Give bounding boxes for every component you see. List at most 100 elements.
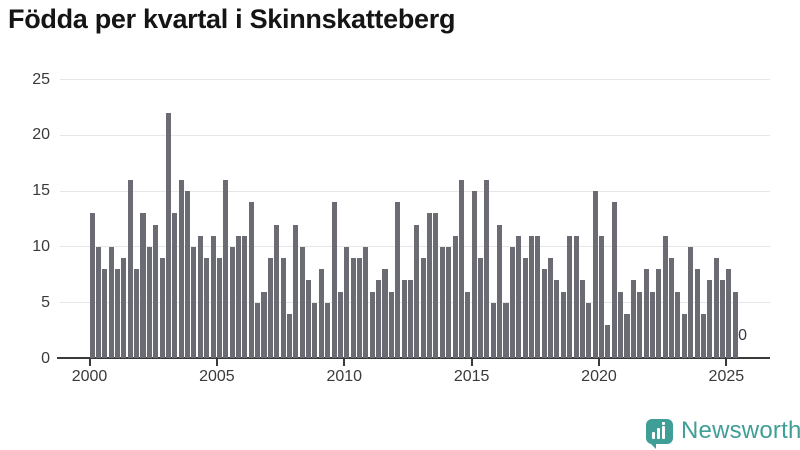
bar-quarter-28: [267, 258, 273, 359]
bar-quarter-87: [643, 269, 649, 359]
x-axis-label-2000: 2000: [71, 367, 108, 385]
bar-quarter-99: [719, 280, 726, 359]
bar-quarter-71: [541, 269, 547, 359]
brand-footer: Newsworthy: [646, 416, 800, 449]
bar-quarter-73: [554, 280, 560, 359]
bar-quarter-64: [497, 224, 503, 359]
bar-quarter-59: [465, 291, 471, 359]
x-axis-tick-2025: [725, 359, 728, 366]
bar-quarter-46: [382, 269, 388, 359]
bar-quarter-18: [204, 258, 210, 359]
bar-quarter-56: [446, 246, 452, 359]
bar-quarter-77: [579, 280, 585, 359]
bar-quarter-50: [407, 280, 414, 359]
brand-name: Newsworthy: [681, 417, 800, 444]
bar-quarter-47: [388, 291, 394, 359]
y-axis-label-15: 15: [32, 182, 50, 200]
bar-quarter-65: [503, 302, 509, 359]
bar-quarter-52: [420, 258, 426, 359]
bar-quarter-8: [140, 213, 146, 359]
bar-quarter-53: [427, 213, 433, 359]
bar-quarter-98: [713, 258, 719, 359]
bar-quarter-49: [401, 280, 407, 359]
bar-quarter-11: [159, 258, 165, 359]
bar-quarter-43: [363, 246, 369, 359]
bar-quarter-0: [89, 213, 95, 359]
bar-quarter-27: [261, 291, 267, 359]
chart-title: Födda per kvartal i Skinnskatteberg: [8, 4, 456, 34]
bar-quarter-86: [637, 291, 643, 359]
bar-quarter-78: [586, 302, 592, 359]
y-axis-label-20: 20: [32, 126, 50, 144]
bar-quarter-63: [490, 302, 496, 359]
bar-quarter-48: [395, 202, 401, 359]
bar-quarter-58: [458, 179, 464, 359]
x-axis-label-2020: 2020: [581, 367, 617, 385]
bar-quarter-91: [669, 258, 675, 359]
x-axis-label-2025: 2025: [708, 367, 745, 385]
bar-quarter-44: [369, 291, 375, 359]
bar-quarter-36: [318, 269, 324, 359]
bar-quarter-42: [356, 258, 363, 359]
bar-quarter-88: [649, 291, 656, 359]
bar-quarter-61: [477, 258, 484, 359]
bar-quarter-25: [248, 202, 254, 359]
bar-quarter-4: [114, 269, 121, 359]
bar-quarter-5: [121, 258, 127, 359]
bar-quarter-41: [350, 258, 356, 359]
bar-quarter-2: [102, 269, 108, 359]
bar-quarter-22: [229, 246, 235, 359]
bar-quarter-79: [592, 191, 598, 359]
bar-quarter-74: [560, 291, 566, 359]
bar-quarter-100: [726, 269, 732, 359]
y-axis-label-5: 5: [41, 293, 50, 311]
bar-quarter-39: [337, 291, 343, 359]
bar-quarter-20: [216, 258, 222, 359]
bar-quarter-15: [185, 191, 191, 359]
x-axis-tick-2000: [88, 359, 91, 366]
bar-quarter-29: [274, 224, 280, 359]
bar-quarter-26: [255, 302, 261, 359]
bar-quarter-21: [223, 179, 229, 359]
bar-quarter-24: [242, 235, 248, 359]
bar-quarter-38: [331, 202, 337, 359]
x-axis-line: [57, 357, 770, 359]
bar-quarter-34: [306, 280, 312, 359]
bar-quarter-40: [344, 246, 350, 359]
bar-quarter-90: [662, 235, 668, 359]
bar-quarter-7: [134, 269, 140, 359]
bar-quarter-69: [528, 235, 535, 359]
last-value-zero-label: 0: [738, 327, 747, 344]
bar-quarter-19: [210, 235, 216, 359]
bar-quarter-97: [707, 280, 713, 359]
bar-quarter-80: [598, 235, 605, 359]
bar-quarter-94: [688, 246, 694, 359]
bar-quarter-35: [312, 302, 318, 359]
bar-quarter-55: [439, 246, 445, 359]
bar-quarter-51: [414, 224, 420, 359]
bar-quarter-70: [535, 235, 541, 359]
bar-quarter-62: [484, 179, 490, 359]
bar-quarter-81: [605, 325, 611, 359]
bar-quarter-89: [656, 269, 662, 359]
bar-quarter-60: [471, 191, 477, 359]
bar-quarter-54: [433, 213, 439, 359]
bar-quarter-95: [694, 269, 700, 359]
bar-quarter-1: [95, 246, 101, 359]
bar-quarter-75: [567, 235, 573, 359]
gridline-y-15: [60, 190, 770, 192]
bar-quarter-96: [700, 313, 706, 359]
bar-quarter-30: [280, 258, 286, 359]
bar-quarter-3: [108, 246, 114, 359]
bar-quarter-72: [548, 258, 554, 359]
y-axis-label-0: 0: [41, 349, 50, 367]
y-axis-label-10: 10: [32, 237, 50, 255]
bar-quarter-23: [235, 235, 242, 359]
bar-quarter-6: [127, 179, 133, 359]
bar-quarter-66: [509, 246, 515, 359]
bar-quarter-14: [178, 179, 184, 359]
bar-quarter-16: [191, 246, 197, 359]
bar-quarter-37: [325, 302, 331, 359]
bar-quarter-45: [376, 280, 382, 359]
